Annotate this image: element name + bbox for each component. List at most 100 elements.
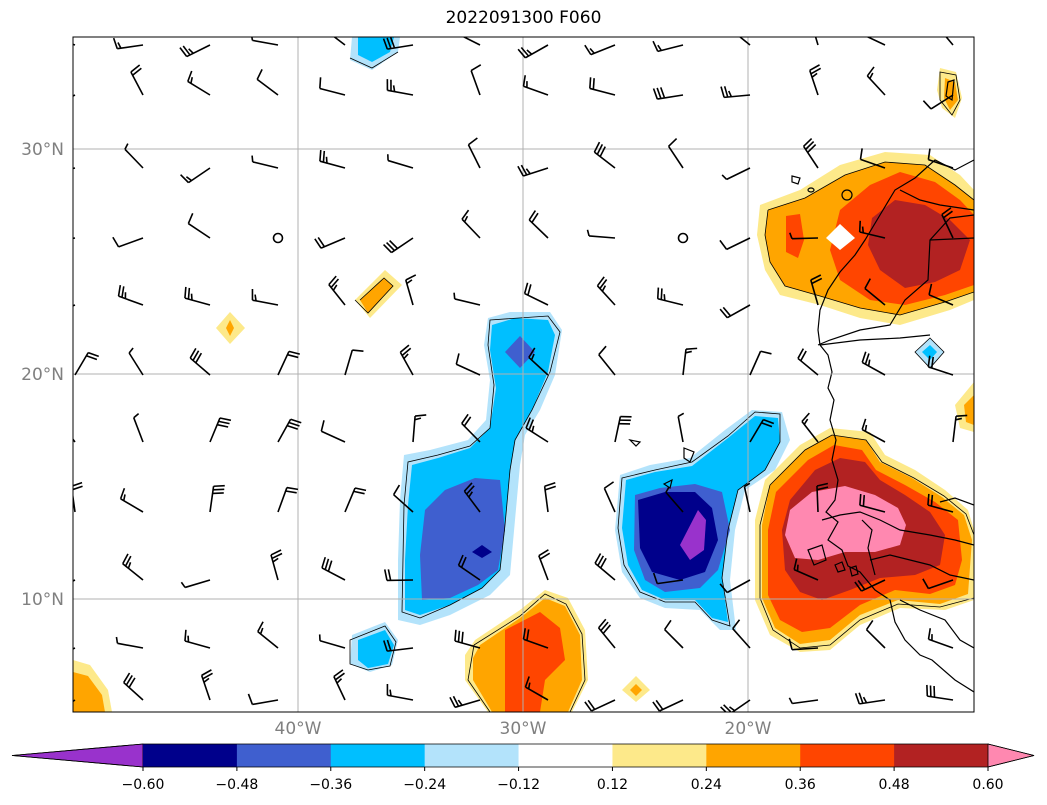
wind-barb xyxy=(721,167,751,181)
colorbar-segment xyxy=(612,744,707,767)
wind-barb xyxy=(945,37,954,46)
wind-barb xyxy=(797,348,819,376)
wind-barb xyxy=(128,347,144,376)
wind-barb xyxy=(749,350,772,376)
wind-barb xyxy=(123,672,144,701)
wind-barb xyxy=(594,553,616,581)
wind-barb xyxy=(603,481,616,513)
colorbar-segment xyxy=(706,744,801,767)
wind-barb xyxy=(656,287,684,306)
wind-barb xyxy=(392,484,414,513)
wind-barb xyxy=(382,37,414,50)
wind-barb xyxy=(73,237,76,240)
colorbar-label: −0.48 xyxy=(215,777,258,793)
wind-barb xyxy=(523,282,549,306)
wind-barb xyxy=(596,276,616,306)
colorbar-segment xyxy=(518,744,613,767)
wind-barb xyxy=(251,288,279,306)
wind-barb xyxy=(115,636,144,649)
wind-barb xyxy=(952,414,968,443)
wind-barb xyxy=(73,647,76,650)
wind-barb xyxy=(132,413,144,443)
wind-barb xyxy=(318,634,346,649)
wind-barb xyxy=(112,37,144,50)
wind-barb xyxy=(467,137,481,169)
wind-barb xyxy=(861,418,886,443)
wind-barb xyxy=(73,167,76,170)
wind-barb xyxy=(926,684,954,701)
wind-barb xyxy=(328,275,346,306)
wind-barb xyxy=(586,229,616,239)
wind-barb xyxy=(927,148,954,169)
wind-barb xyxy=(251,155,279,169)
wind-barbs xyxy=(73,37,968,712)
contour-lines xyxy=(349,51,974,712)
wind-barb xyxy=(461,413,481,443)
wind-barb xyxy=(802,137,819,169)
calm-wind-circle xyxy=(677,232,689,244)
wind-barb xyxy=(314,236,346,249)
wind-barb xyxy=(543,481,556,513)
wind-barb xyxy=(187,70,211,96)
wind-barb xyxy=(525,417,549,443)
wind-barb xyxy=(528,347,549,376)
coastlines xyxy=(628,79,974,693)
wind-barb xyxy=(808,64,822,96)
wind-barb xyxy=(922,94,954,110)
wind-barb xyxy=(399,344,414,376)
wind-barb xyxy=(814,37,819,46)
wind-barb xyxy=(119,487,144,513)
colorbar-label: 0.48 xyxy=(879,777,910,793)
wind-barb xyxy=(589,77,616,96)
colorbar-label: 0.12 xyxy=(597,777,628,793)
wind-barb xyxy=(854,692,886,705)
wind-barb xyxy=(865,619,886,649)
wind-barb xyxy=(321,556,346,581)
map-frame xyxy=(72,36,975,713)
wind-barb xyxy=(866,66,886,96)
lon-label-30w: 30°W xyxy=(500,719,547,739)
wind-barb xyxy=(927,493,954,513)
wind-barb xyxy=(788,638,819,651)
wind-barb xyxy=(788,697,819,705)
wind-barb xyxy=(614,415,632,443)
wind-barb xyxy=(517,164,549,177)
lat-label-20n: 20°N xyxy=(21,365,64,385)
colorbar-label: −0.60 xyxy=(122,777,165,793)
wind-barb xyxy=(859,494,886,513)
wind-barb xyxy=(383,237,414,254)
wind-barb xyxy=(386,684,414,701)
colorbar-label: −0.12 xyxy=(497,777,540,793)
wind-barb xyxy=(179,44,211,58)
colorbar-segment xyxy=(424,744,520,767)
colorbar-extend-low xyxy=(11,743,144,768)
wind-barb xyxy=(738,37,751,46)
wind-barb xyxy=(187,212,211,239)
wind-barb xyxy=(73,43,76,46)
wind-barb xyxy=(861,351,886,376)
wind-barb xyxy=(665,486,684,513)
wind-barb xyxy=(584,699,616,712)
wind-barb xyxy=(463,482,481,513)
wind-barb xyxy=(73,699,76,703)
wind-barb xyxy=(470,64,482,96)
wind-barb xyxy=(270,549,283,581)
wind-barb xyxy=(462,37,481,46)
colorbar-segment xyxy=(330,744,426,767)
wind-barb xyxy=(743,482,751,513)
wind-barb xyxy=(124,143,144,169)
wind-barb xyxy=(922,578,954,590)
wind-barb xyxy=(677,412,685,443)
wind-barb xyxy=(455,353,481,376)
wind-barb xyxy=(74,351,100,376)
wind-barb xyxy=(854,579,886,592)
wind-barb xyxy=(73,94,76,97)
wind-barb xyxy=(117,284,144,306)
wind-barb xyxy=(453,292,481,306)
wind-barb xyxy=(720,86,751,99)
colorbar-label: −0.36 xyxy=(309,777,352,793)
latitude-labels: 30°N 20°N 10°N xyxy=(21,140,64,610)
wind-barb xyxy=(810,274,823,306)
wind-barb xyxy=(859,148,886,169)
wind-barb xyxy=(720,699,751,712)
